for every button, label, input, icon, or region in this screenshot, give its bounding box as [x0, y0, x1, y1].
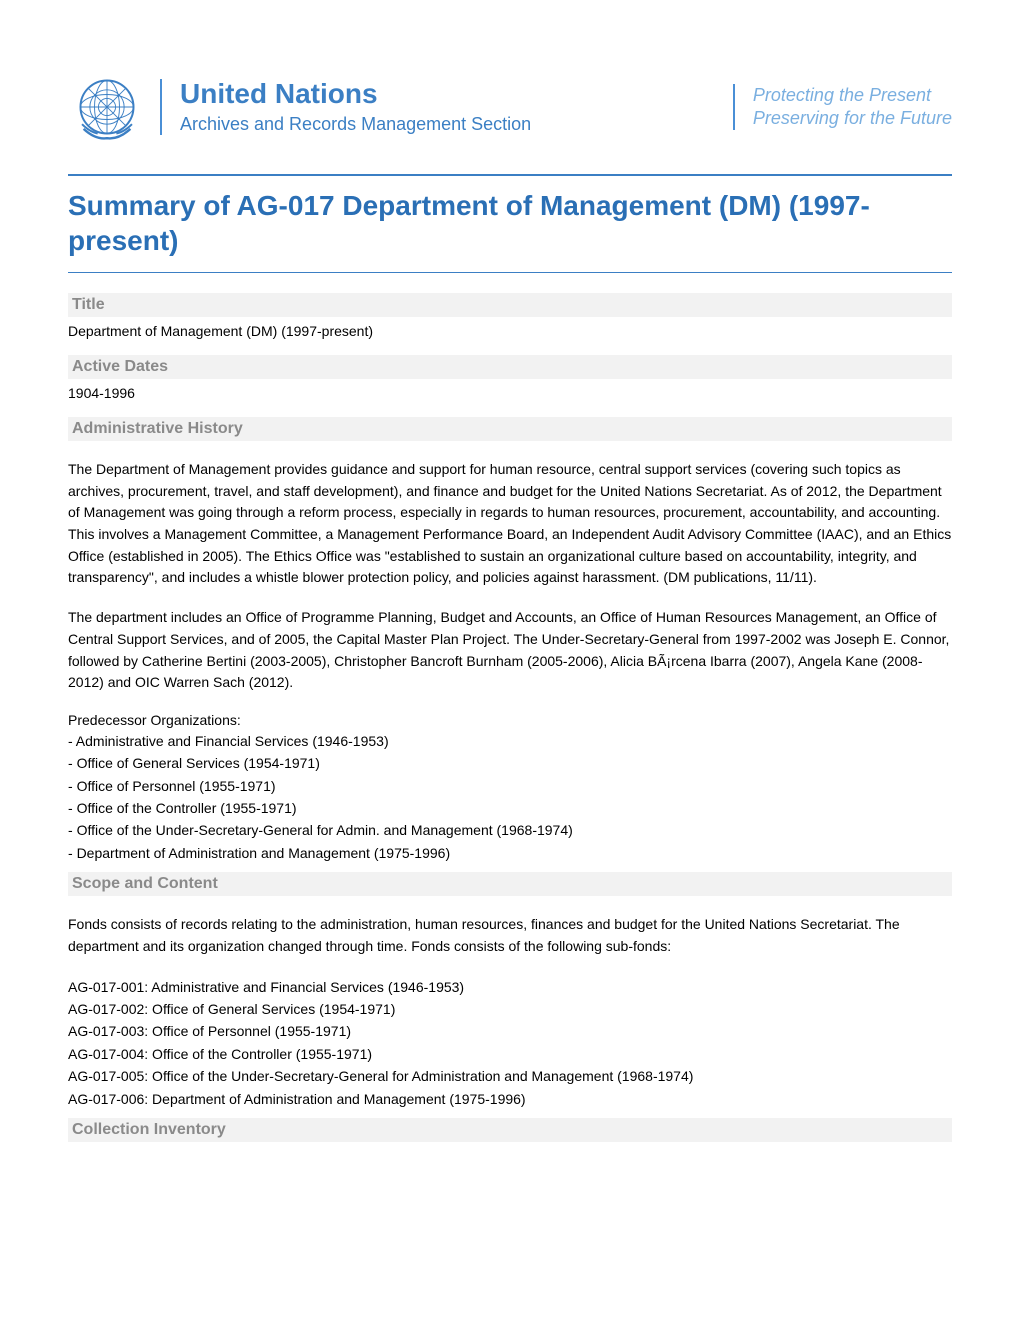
section-label-collection-inventory: Collection Inventory — [68, 1118, 952, 1142]
subfonds-item: AG-017-003: Office of Personnel (1955-19… — [68, 1020, 952, 1042]
un-emblem-icon — [68, 68, 146, 146]
predecessor-label: Predecessor Organizations: — [68, 712, 952, 728]
subfonds-item: AG-017-006: Department of Administration… — [68, 1088, 952, 1110]
predecessor-item: Office of General Services (1954-1971) — [68, 752, 952, 774]
predecessor-item: Office of Personnel (1955-1971) — [68, 775, 952, 797]
tagline-line-1: Protecting the Present — [753, 84, 952, 107]
header-row: United Nations Archives and Records Mana… — [68, 68, 952, 146]
title-value: Department of Management (DM) (1997-pres… — [68, 317, 952, 349]
divider-under-title — [68, 272, 952, 273]
predecessor-item: Department of Administration and Managem… — [68, 842, 952, 864]
scope-para-1: Fonds consists of records relating to th… — [68, 914, 952, 957]
admin-history-para-1: The Department of Management provides gu… — [68, 459, 952, 589]
subfonds-item: AG-017-004: Office of the Controller (19… — [68, 1043, 952, 1065]
section-label-admin-history: Administrative History — [68, 417, 952, 441]
subfonds-item: AG-017-001: Administrative and Financial… — [68, 976, 952, 998]
page-title: Summary of AG-017 Department of Manageme… — [68, 188, 952, 258]
org-subtitle: Archives and Records Management Section — [180, 114, 531, 135]
org-title: United Nations — [180, 79, 531, 110]
predecessor-item: Office of the Controller (1955-1971) — [68, 797, 952, 819]
tagline-line-2: Preserving for the Future — [753, 107, 952, 130]
predecessor-item: Administrative and Financial Services (1… — [68, 730, 952, 752]
subfonds-item: AG-017-005: Office of the Under-Secretar… — [68, 1065, 952, 1087]
active-dates-value: 1904-1996 — [68, 379, 952, 411]
predecessor-list: Administrative and Financial Services (1… — [68, 730, 952, 864]
divider-top — [68, 174, 952, 176]
tagline-block: Protecting the Present Preserving for th… — [733, 84, 952, 131]
subfonds-item: AG-017-002: Office of General Services (… — [68, 998, 952, 1020]
section-label-active-dates: Active Dates — [68, 355, 952, 379]
document-page: United Nations Archives and Records Mana… — [0, 0, 1020, 1182]
logo-block: United Nations Archives and Records Mana… — [68, 68, 531, 146]
subfonds-list: AG-017-001: Administrative and Financial… — [68, 976, 952, 1110]
admin-history-para-2: The department includes an Office of Pro… — [68, 607, 952, 694]
predecessor-item: Office of the Under-Secretary-General fo… — [68, 819, 952, 841]
logo-text-block: United Nations Archives and Records Mana… — [160, 79, 531, 135]
section-label-title: Title — [68, 293, 952, 317]
section-label-scope: Scope and Content — [68, 872, 952, 896]
